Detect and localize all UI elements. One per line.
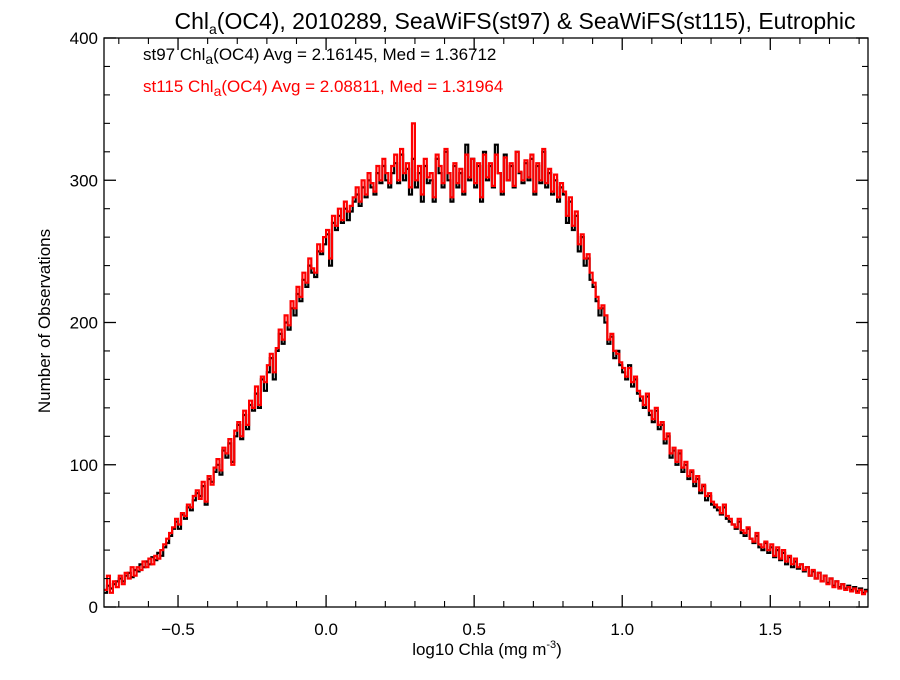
y-tick-label: 200 [70,314,98,333]
y-tick-label: 400 [70,29,98,48]
y-axis-label: Number of Observations [35,229,54,413]
series-layer [104,122,868,596]
series-st115-line [104,122,868,596]
legend-st115: st115 Chla(OC4) Avg = 2.08811, Med = 1.3… [143,77,503,99]
x-tick-label: 1.5 [758,620,782,639]
x-tick-label: −0.5 [161,620,195,639]
chart-title: Chla(OC4), 2010289, SeaWiFS(st97) & SeaW… [174,8,855,37]
x-tick-label: 0.5 [462,620,486,639]
x-axis-label: log10 Chla (mg m-3) [412,639,562,659]
x-tick-label: 1.0 [610,620,634,639]
y-tick-label: 300 [70,171,98,190]
legend-st97: st97 Chla(OC4) Avg = 2.16145, Med = 1.36… [143,45,496,67]
axes-layer: −0.5 0.0 0.5 1.0 1.5 0 100 200 300 400 [70,29,869,639]
y-tick-label: 0 [89,598,98,617]
x-tick-label: 0.0 [314,620,338,639]
y-tick-label: 100 [70,456,98,475]
